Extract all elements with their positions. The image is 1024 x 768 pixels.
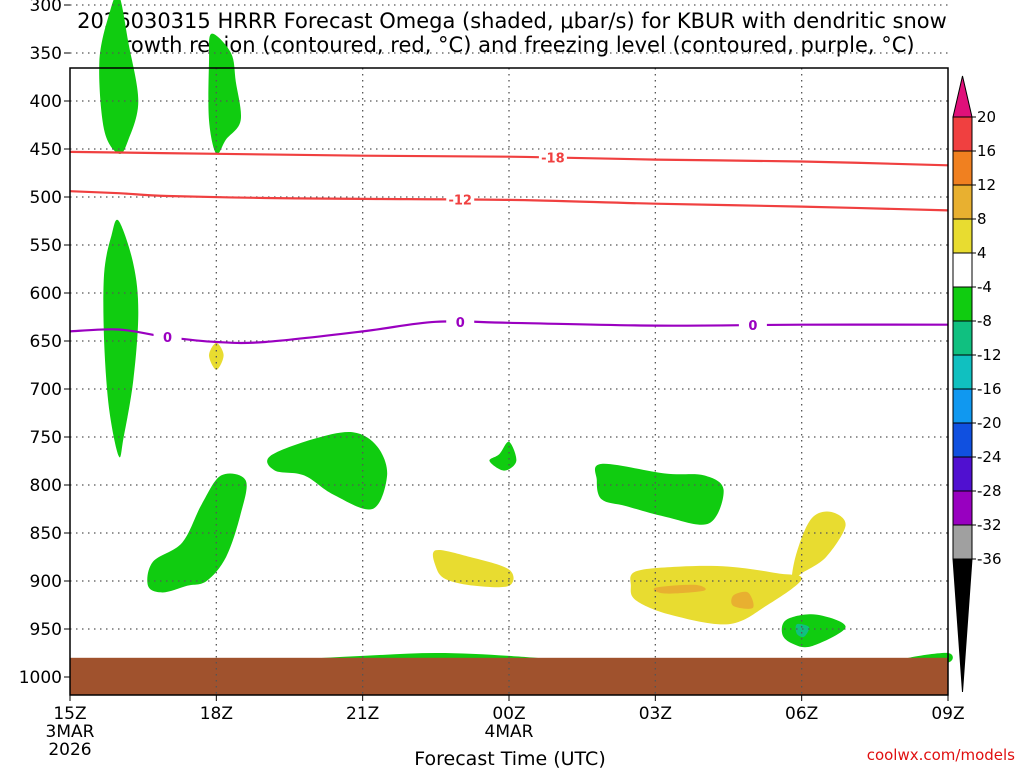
colorbar-top-cap — [952, 75, 973, 118]
colorbar-bin-0 — [952, 116, 973, 152]
y-tick-label-750: 750 — [30, 428, 62, 448]
freezing-level-label-2: 0 — [748, 319, 757, 334]
freezing-level-label-bg-1 — [446, 314, 475, 331]
y-tick-label-850: 850 — [30, 524, 62, 544]
omega-region-6 — [489, 441, 517, 471]
colorbar-bin-6 — [952, 320, 973, 356]
omega-regions — [99, 0, 953, 671]
chart-title-line-1: 2026030315 HRRR Forecast Omega (shaded, … — [77, 9, 947, 33]
omega-region-5 — [267, 431, 388, 510]
contour-minus18-label-bg-0 — [538, 149, 567, 166]
colorbar: 20 16 12 8 4 -4 -8 -12 -16 -20 -24 -28 -32 -36 — [952, 75, 1002, 693]
omega-region-1 — [99, 0, 139, 155]
colorbar-label-7: -12 — [977, 346, 1002, 364]
colorbar-bin-8 — [952, 388, 973, 424]
omega-region-14 — [791, 511, 846, 582]
contour-minus12-label-0: -12 — [448, 194, 472, 209]
colorbar-bin-4 — [952, 252, 973, 288]
y-tick-label-800: 800 — [30, 476, 62, 496]
y-tick-label-300: 300 — [30, 0, 62, 16]
omega-region-17 — [795, 623, 810, 638]
colorbar-label-2: 12 — [977, 176, 996, 194]
omega-region-8 — [781, 614, 846, 648]
colorbar-label-10: -24 — [977, 448, 1002, 466]
colorbar-label-6: -8 — [977, 312, 992, 330]
colorbar-label-9: -20 — [977, 414, 1002, 432]
colorbar-bin-12 — [952, 524, 973, 560]
y-tick-label-350: 350 — [30, 44, 62, 64]
omega-region-16 — [731, 591, 754, 609]
omega-region-3 — [103, 219, 139, 458]
colorbar-bin-7 — [952, 354, 973, 390]
colorbar-label-4: 4 — [977, 244, 987, 262]
contour-lines: -18 -12 0 0 0 — [69, 149, 949, 346]
colorbar-bin-5 — [952, 286, 973, 322]
contour-minus18-label-0: -18 — [541, 152, 565, 167]
y-axis-ticks: 2503003504004505005506006507007508008509… — [19, 0, 70, 688]
x-tick-label-09Z: 09Z — [931, 704, 964, 724]
credit-text: coolwx.com/models — [867, 746, 1015, 764]
colorbar-label-13: -36 — [977, 550, 1002, 568]
x-tick-label-00Z: 00Z — [492, 704, 525, 724]
freezing-level-label-0: 0 — [163, 331, 172, 346]
omega-region-15 — [653, 584, 706, 594]
x-axis-label: Forecast Time (UTC) — [414, 748, 605, 768]
contour-minus18-line — [69, 150, 949, 167]
freezing-level-label-1: 0 — [456, 316, 465, 331]
colorbar-label-8: -16 — [977, 380, 1002, 398]
freezing-level-label-bg-0 — [153, 329, 182, 346]
omega-region-12 — [432, 549, 514, 588]
colorbar-label-3: 8 — [977, 210, 987, 228]
colorbar-bin-10 — [952, 456, 973, 492]
colorbar-bin-9 — [952, 422, 973, 458]
colorbar-label-11: -28 — [977, 482, 1002, 500]
x-tick-sub1-15Z: 3MAR — [46, 722, 95, 742]
colorbar-label-5: -4 — [977, 278, 992, 296]
y-tick-label-400: 400 — [30, 92, 62, 112]
colorbar-bin-3 — [952, 218, 973, 254]
x-tick-label-15Z: 15Z — [53, 704, 86, 724]
x-tick-sub2-15Z: 2026 — [48, 740, 91, 760]
x-tick-label-21Z: 21Z — [346, 704, 379, 724]
x-tick-label-03Z: 03Z — [639, 704, 672, 724]
colorbar-bin-1 — [952, 150, 973, 186]
y-tick-label-450: 450 — [30, 140, 62, 160]
colorbar-bin-2 — [952, 184, 973, 220]
omega-region-7 — [594, 463, 724, 525]
y-tick-label-1000: 1000 — [19, 668, 62, 688]
colorbar-label-0: 20 — [977, 108, 996, 126]
freezing-level-label-bg-2 — [738, 317, 767, 333]
ground-fill — [70, 657, 948, 695]
x-tick-label-06Z: 06Z — [785, 704, 818, 724]
colorbar-label-12: -32 — [977, 516, 1002, 534]
y-tick-label-700: 700 — [30, 380, 62, 400]
colorbar-label-1: 16 — [977, 142, 996, 160]
y-tick-label-600: 600 — [30, 284, 62, 304]
contour-minus12-label-bg-0 — [446, 191, 475, 208]
contour-minus12-line — [69, 190, 949, 212]
omega-region-2 — [208, 33, 242, 155]
chart-title-line-2: growth region (contoured, red, °C) and f… — [109, 33, 914, 57]
colorbar-bin-11 — [952, 490, 973, 526]
y-tick-label-900: 900 — [30, 572, 62, 592]
y-tick-label-550: 550 — [30, 236, 62, 256]
y-tick-label-950: 950 — [30, 620, 62, 640]
x-tick-sub1-00Z: 4MAR — [485, 722, 534, 742]
y-tick-label-650: 650 — [30, 332, 62, 352]
y-tick-label-500: 500 — [30, 188, 62, 208]
omega-region-13 — [630, 565, 802, 625]
colorbar-bottom-cap — [952, 558, 973, 693]
grid-lines — [70, 4, 948, 695]
x-tick-label-18Z: 18Z — [200, 704, 233, 724]
